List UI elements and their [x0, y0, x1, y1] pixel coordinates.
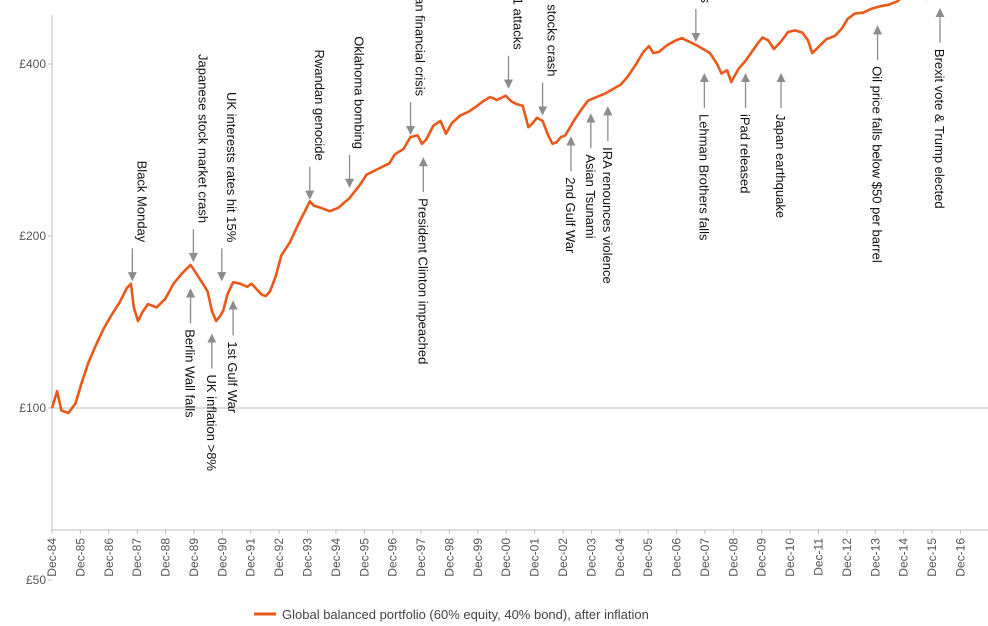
annotation-label: iPad released — [738, 114, 753, 194]
x-tick-label: Dec-03 — [584, 538, 598, 577]
x-tick-label: Dec-10 — [783, 538, 797, 577]
annotation-label: Berlin Wall falls — [183, 329, 198, 418]
x-tick-label: Dec-07 — [698, 538, 712, 577]
x-tick-label: Dec-90 — [215, 538, 229, 577]
annotation-label: Credit Crisis — [698, 0, 713, 3]
annotation-label: Asian financial crisis — [413, 0, 428, 97]
x-tick-label: Dec-85 — [73, 538, 87, 577]
annotation-label: 1st Gulf War — [225, 341, 240, 413]
annotation-label: UK inflation >8% — [204, 375, 219, 472]
annotation-label: Japan earthquake — [773, 114, 788, 218]
annotation-label: President Clinton impeached — [415, 198, 430, 364]
x-tick-label: Dec-08 — [726, 538, 740, 577]
x-tick-label: Dec-92 — [272, 538, 286, 577]
x-tick-label: Dec-12 — [840, 538, 854, 577]
annotation-label: Rwandan genocide — [312, 49, 327, 160]
annotations-layer: Black Monday Japanese stock market crash U… — [127, 0, 947, 472]
x-tick-label: Dec-94 — [329, 538, 343, 577]
legend-label: Global balanced portfolio (60% equity, 4… — [282, 607, 649, 622]
x-tick-label: Dec-00 — [499, 538, 513, 577]
x-tick-label: Dec-13 — [868, 538, 882, 577]
y-tick-label: £100 — [19, 401, 46, 415]
annotation-label: IRA renounces violence — [600, 147, 615, 284]
x-tick-label: Dec-02 — [556, 538, 570, 577]
y-tick-label: £200 — [19, 229, 46, 243]
annotation-label: 9/11 attacks — [510, 0, 525, 50]
x-tick-label: Dec-99 — [471, 538, 485, 577]
x-tick-label: Dec-87 — [130, 538, 144, 577]
annotation-label: Oklahoma bombing — [352, 36, 367, 149]
x-tick-label: Dec-95 — [357, 538, 371, 577]
annotation-label: Asian Tsunami — [583, 154, 598, 238]
annotation-label: Black Monday — [134, 161, 149, 243]
x-tick-label: Dec-05 — [641, 538, 655, 577]
legend: Global balanced portfolio (60% equity, 4… — [254, 607, 649, 622]
annotation-label: Lehman Brothers falls — [696, 114, 711, 241]
annotation-label: Oil price falls below $50 per barrel — [870, 66, 885, 263]
x-tick-label: Dec-01 — [528, 538, 542, 577]
x-tick-label: Dec-15 — [925, 538, 939, 577]
x-tick-label: Dec-98 — [442, 538, 456, 577]
annotation-label: UK interests rates hit 15% — [224, 92, 239, 243]
x-tick-label: Dec-16 — [953, 538, 967, 577]
annotation-label: Tech. stocks crash — [545, 0, 560, 76]
annotation-label: Japanese stock market crash — [195, 54, 210, 223]
series-line — [50, 0, 928, 415]
x-tick-label: Dec-88 — [159, 538, 173, 577]
y-tick-label: £400 — [19, 57, 46, 71]
axes: £50£100£200£400£800Dec-84Dec-85Dec-86Dec… — [19, 15, 988, 587]
x-tick-label: Dec-84 — [45, 538, 59, 577]
x-tick-label: Dec-93 — [300, 538, 314, 577]
x-tick-label: Dec-04 — [613, 538, 627, 577]
x-tick-label: Dec-97 — [414, 538, 428, 577]
x-tick-label: Dec-11 — [811, 538, 825, 576]
series-layer — [50, 0, 928, 415]
x-tick-label: Dec-14 — [897, 538, 911, 577]
x-tick-label: Dec-89 — [187, 538, 201, 577]
annotation-label: 2nd Gulf War — [563, 177, 578, 254]
x-tick-label: Dec-86 — [102, 538, 116, 577]
annotation-label: Brexit vote & Trump elected — [932, 49, 947, 209]
y-tick-label: £50 — [26, 573, 46, 587]
x-tick-label: Dec-06 — [670, 538, 684, 577]
x-tick-label: Dec-96 — [386, 538, 400, 577]
x-tick-label: Dec-91 — [244, 538, 258, 577]
x-tick-label: Dec-09 — [755, 538, 769, 577]
